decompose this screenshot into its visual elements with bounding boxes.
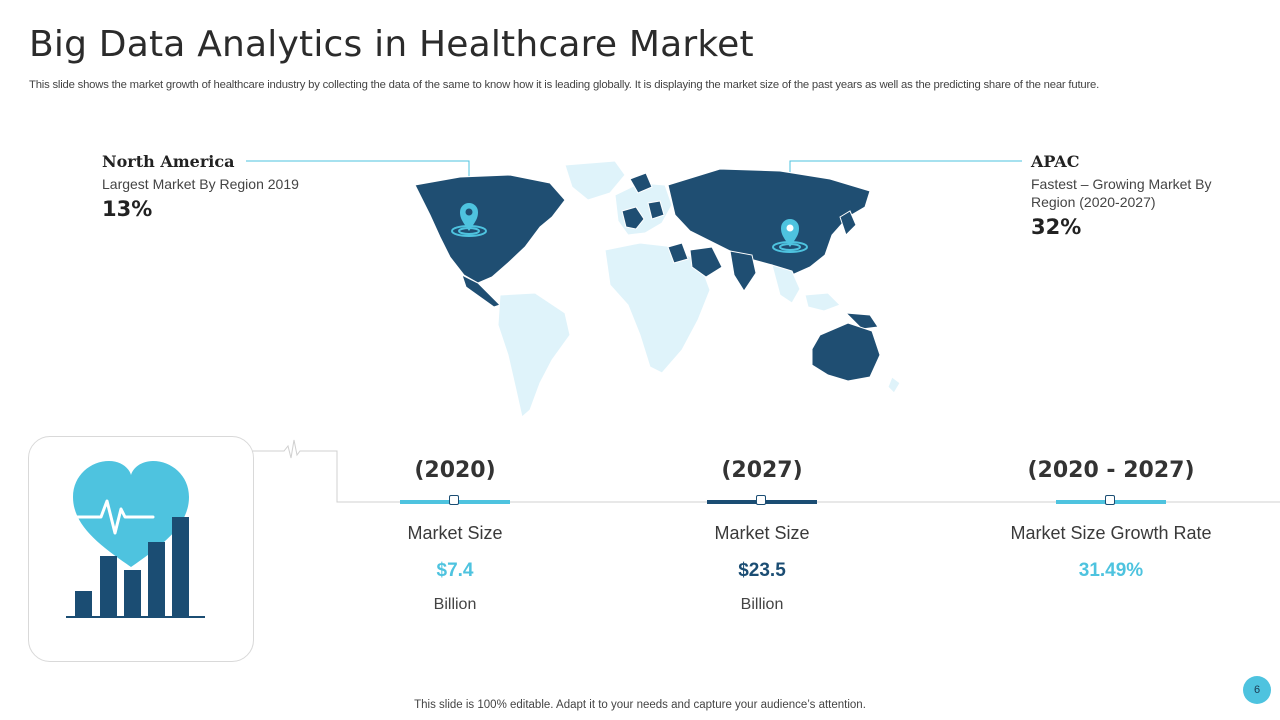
- stat-period: (2020): [414, 458, 496, 483]
- stat-label: Market Size: [407, 523, 503, 543]
- map-pin-icon: [772, 219, 808, 253]
- health-analytics-card: [28, 436, 254, 662]
- divider-knob: [1105, 495, 1115, 505]
- north-america-callout: North America Largest Market By Region 2…: [102, 152, 302, 221]
- stat-divider: [400, 495, 510, 505]
- stat-label: Market Size: [714, 523, 810, 543]
- map-pin-icon: [451, 203, 487, 237]
- page-number: 6: [1243, 676, 1271, 704]
- region-description: Fastest – Growing Market By Region (2020…: [1031, 176, 1212, 210]
- stat-value: $23.5: [738, 560, 786, 581]
- apac-callout: APAC Fastest – Growing Market By Region …: [1031, 152, 1231, 239]
- world-map: [414, 160, 901, 418]
- stat-growth-rate: (2020 - 2027) Market Size Growth Rate 31…: [981, 455, 1241, 582]
- region-description: Largest Market By Region 2019: [102, 176, 299, 192]
- slide-title: Big Data Analytics in Healthcare Market: [29, 24, 754, 65]
- stat-unit: Billion: [740, 596, 784, 613]
- stat-divider: [707, 495, 817, 505]
- region-name: APAC: [1031, 152, 1080, 171]
- heart-pulse-bar-chart-icon: [61, 461, 205, 618]
- region-name: North America: [102, 152, 235, 171]
- region-percentage: 32%: [1031, 215, 1082, 239]
- slide-subtitle: This slide shows the market growth of he…: [29, 79, 1100, 91]
- stat-2027: (2027) Market Size $23.5 Billion: [632, 455, 892, 614]
- stat-period: (2020 - 2027): [1027, 458, 1195, 483]
- stat-unit: Billion: [433, 596, 477, 613]
- divider-knob: [756, 495, 766, 505]
- stat-2020: (2020) Market Size $7.4 Billion: [325, 455, 585, 614]
- region-percentage: 13%: [102, 197, 153, 221]
- stat-value: $7.4: [436, 560, 474, 581]
- footer-note: This slide is 100% editable. Adapt it to…: [414, 699, 866, 711]
- stat-label: Market Size Growth Rate: [1010, 523, 1212, 543]
- divider-knob: [449, 495, 459, 505]
- stat-divider: [1056, 495, 1166, 505]
- stat-period: (2027): [721, 458, 803, 483]
- stat-value: 31.49%: [1078, 560, 1144, 581]
